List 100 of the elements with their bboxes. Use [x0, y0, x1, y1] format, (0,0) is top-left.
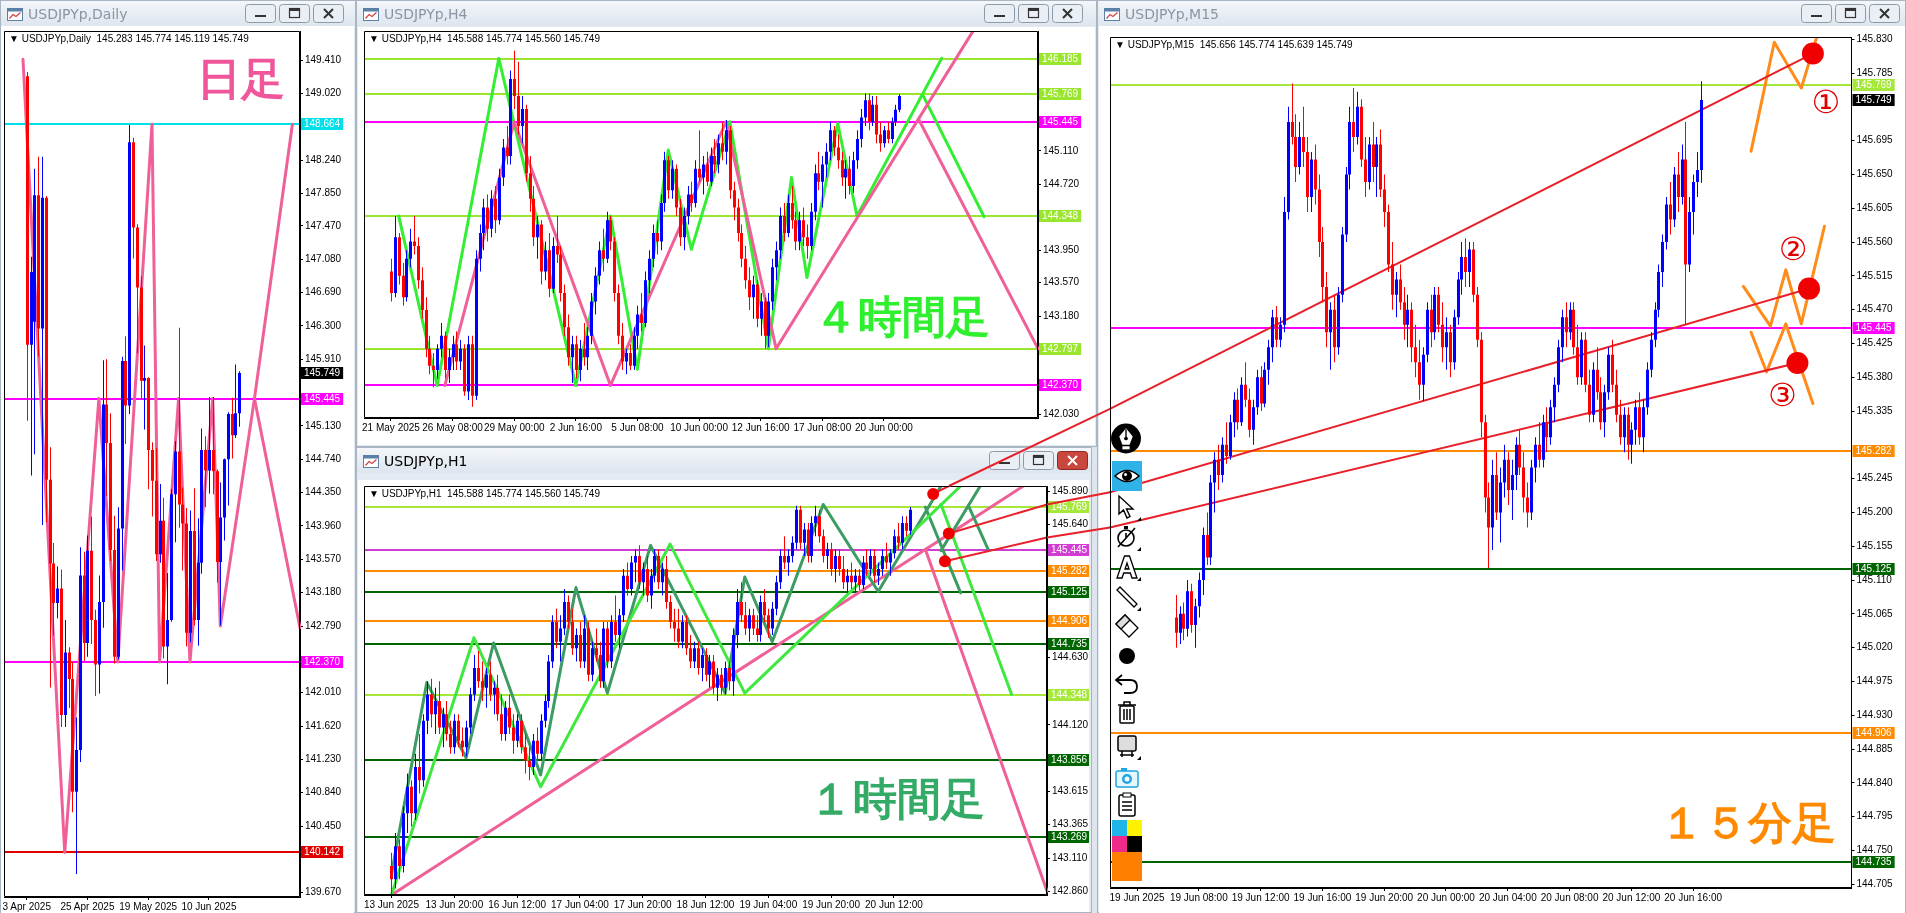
y-tick-label: 144.975	[1856, 675, 1894, 687]
x-tick-label: 13 Jun 2025	[363, 898, 420, 910]
y-tick-label: 143.180	[1043, 309, 1080, 321]
ref-line-label: 144.906	[1051, 615, 1088, 627]
chart-subtitle: ▼ USDJPYp,Daily 145.283 145.774 145.119 145.749	[9, 32, 250, 44]
y-tick-label: 145.065	[1856, 607, 1894, 619]
x-tick-label: 16 Jun 12:00	[488, 898, 547, 910]
x-tick-label: 19 Jun 16:00	[1293, 891, 1352, 903]
ref-line-label: 144.735	[1051, 638, 1088, 650]
y-tick-label: 145.650	[1856, 168, 1894, 180]
x-tick-label: 19 Jun 2025	[1109, 891, 1165, 903]
y-tick-label: 147.470	[305, 219, 342, 231]
ref-line-label: 145.769	[1855, 79, 1893, 91]
chart-title: USDJPYp,H4	[384, 6, 468, 22]
x-tick-label: 5 Jun 08:00	[611, 421, 665, 433]
chart-title: USDJPYp,Daily	[28, 6, 128, 22]
y-tick-label: 145.200	[1856, 506, 1894, 518]
y-tick-label: 145.560	[1856, 235, 1894, 247]
x-tick-label: 20 Jun 00:00	[1417, 891, 1476, 903]
y-tick-label: 145.425	[1856, 337, 1894, 349]
ref-line-label: 144.906	[1855, 727, 1893, 739]
y-tick-label: 145.910	[305, 353, 342, 365]
annotation: ４時間足	[813, 290, 990, 342]
y-tick-label: 140.450	[305, 819, 342, 831]
y-tick-label: 146.690	[305, 286, 342, 298]
y-tick-label: 145.335	[1856, 404, 1894, 416]
y-tick-label: 145.605	[1856, 202, 1894, 213]
y-tick-label: 145.785	[1856, 66, 1894, 78]
ref-line-label: 146.185	[1042, 53, 1079, 65]
ref-line-label: 143.269	[1051, 831, 1088, 843]
annotation: 日足	[196, 52, 285, 104]
x-tick-label: 25 Apr 2025	[60, 900, 115, 912]
text: 145.749	[1855, 94, 1893, 106]
x-tick-label: 10 Jun 00:00	[670, 421, 729, 433]
y-tick-label: 145.515	[1856, 269, 1894, 281]
x-tick-label: 19 Jun 20:00	[802, 898, 861, 910]
y-tick-label: 141.620	[305, 719, 342, 731]
y-tick-label: 143.570	[305, 553, 342, 565]
y-tick-label: 145.695	[1856, 134, 1894, 146]
y-tick-label: 144.350	[305, 486, 342, 498]
y-tick-label: 142.860	[1052, 884, 1089, 896]
chart-title: USDJPYp,M15	[1125, 6, 1219, 22]
x-tick-label: 20 Jun 16:00	[1664, 891, 1723, 903]
annotation: ③	[1768, 376, 1797, 415]
x-tick-label: 10 Jun 2025	[181, 900, 237, 912]
x-tick-label: 19 Jun 12:00	[1231, 891, 1290, 903]
y-tick-label: 143.950	[1043, 243, 1080, 255]
chart-subtitle: ▼ USDJPYp,M15 145.656 145.774 145.639 145.749	[1115, 38, 1354, 50]
ref-line-label: 145.125	[1051, 586, 1088, 598]
ref-line-label: 148.664	[304, 118, 341, 130]
ref-line-label: 145.445	[1855, 322, 1893, 334]
y-tick-label: 147.080	[305, 253, 342, 264]
ref-line-label: 142.797	[1042, 343, 1079, 355]
y-tick-label: 143.365	[1052, 818, 1089, 830]
ref-line-label: 144.348	[1042, 210, 1079, 222]
annotation: ①	[1811, 82, 1841, 121]
ref-line-label: 145.445	[1051, 544, 1088, 556]
ref-line-label: 143.856	[1051, 754, 1088, 766]
y-tick-label: 144.630	[1052, 651, 1089, 663]
ref-line-label: 145.282	[1855, 445, 1893, 457]
x-tick-label: 13 Jun 20:00	[425, 898, 484, 910]
y-tick-label: 144.930	[1856, 709, 1894, 720]
x-tick-label: 19 Jun 08:00	[1169, 891, 1229, 903]
y-tick-label: 143.615	[1052, 785, 1089, 797]
y-tick-label: 145.380	[1856, 371, 1894, 382]
y-tick-label: 139.670	[305, 886, 342, 898]
y-tick-label: 149.410	[305, 53, 342, 65]
ref-line-label: 145.282	[1051, 565, 1088, 577]
y-tick-label: 146.300	[305, 319, 342, 331]
x-tick-label: 20 Jun 00:00	[855, 421, 914, 433]
ref-line-label: 145.769	[1051, 501, 1088, 513]
y-tick-label: 145.130	[305, 419, 342, 431]
y-tick-label: 144.740	[305, 453, 342, 465]
x-tick-label: 19 May 2025	[119, 900, 178, 912]
y-tick-label: 143.110	[1052, 851, 1088, 863]
chart-title: USDJPYp,H1	[384, 453, 468, 469]
x-tick-label: 2 Jun 16:00	[549, 421, 603, 433]
x-tick-label: 20 Jun 04:00	[1478, 891, 1538, 903]
y-tick-label: 145.110	[1856, 573, 1893, 585]
y-tick-label: 145.245	[1856, 472, 1894, 484]
x-tick-label: 20 Jun 12:00	[865, 898, 924, 910]
annotation: １５分足	[1659, 797, 1836, 849]
y-tick-label: 145.640	[1052, 518, 1089, 530]
chart-subtitle: ▼ USDJPYp,H4 145.588 145.774 145.560 145.749	[369, 32, 601, 44]
y-tick-label: 144.120	[1052, 718, 1089, 730]
x-tick-label: 20 Jun 08:00	[1540, 891, 1599, 903]
y-tick-label: 144.705	[1856, 877, 1894, 889]
y-tick-label: 145.890	[1052, 485, 1089, 497]
y-tick-label: 144.750	[1856, 844, 1894, 856]
chart-subtitle: ▼ USDJPYp,H1 145.588 145.774 145.560 145.749	[369, 487, 601, 499]
x-tick-label: 29 May 00:00	[483, 421, 545, 433]
x-tick-label: 17 Jun 08:00	[793, 421, 852, 433]
x-tick-label: 26 May 08:00	[422, 421, 484, 433]
x-tick-label: 18 Jun 12:00	[676, 898, 735, 910]
ref-line-label: 140.142	[304, 846, 341, 858]
x-tick-label: 19 Jun 04:00	[739, 898, 798, 910]
y-tick-label: 143.960	[305, 519, 342, 531]
ref-line-label: 145.769	[1042, 88, 1079, 100]
annotation: ②	[1778, 229, 1808, 268]
y-tick-label: 142.790	[305, 619, 342, 631]
